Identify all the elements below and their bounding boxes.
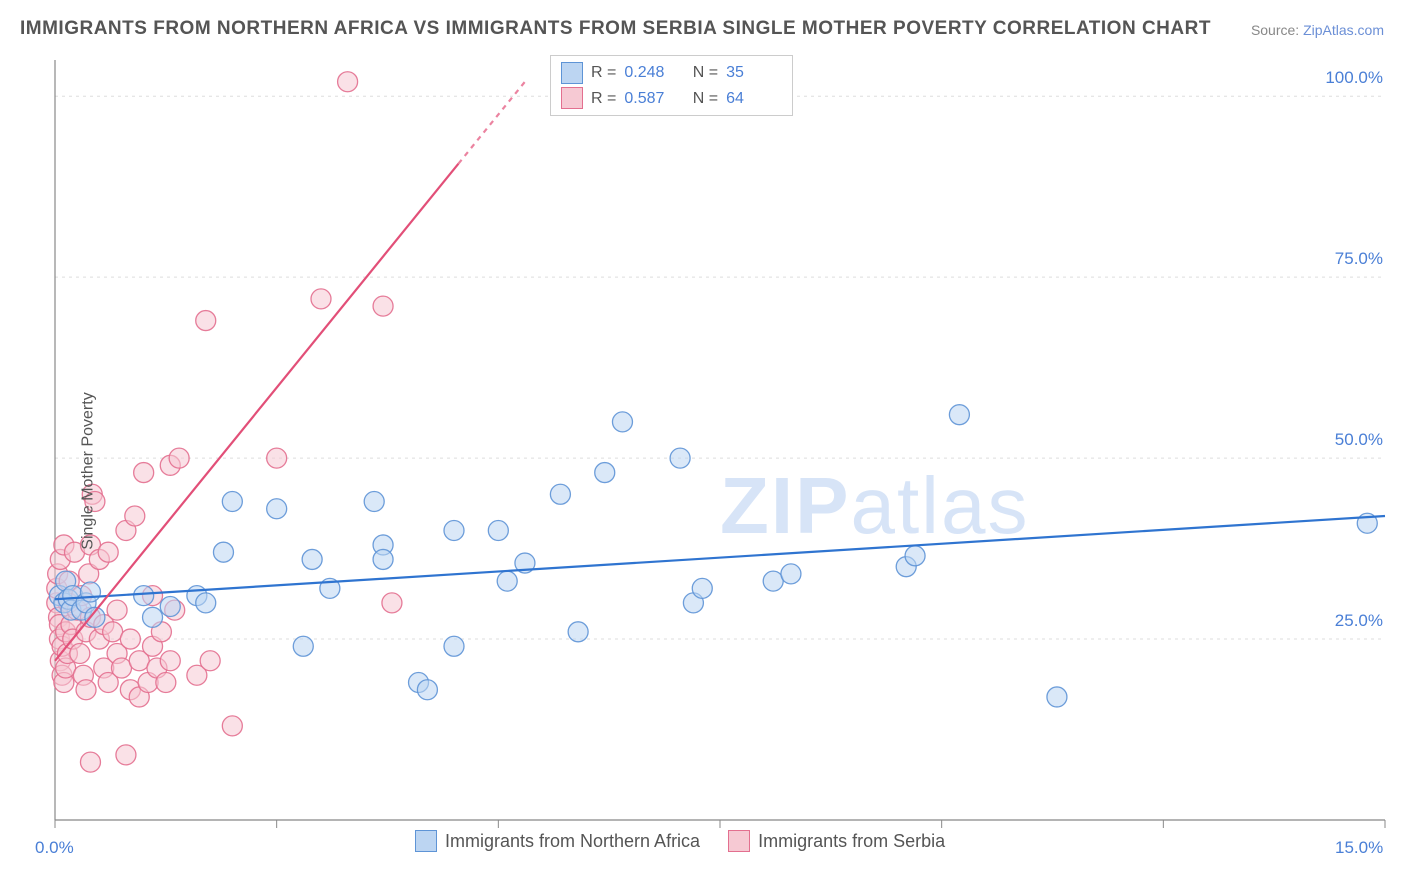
legend-swatch <box>561 87 583 109</box>
legend-n-label: N = <box>688 86 718 112</box>
legend-swatch <box>415 830 437 852</box>
legend-n-value: 64 <box>726 86 782 112</box>
legend-r-value: 0.248 <box>624 60 680 86</box>
legend-r-label: R = <box>591 60 616 86</box>
y-tick-label: 25.0% <box>1335 611 1383 631</box>
source-prefix: Source: <box>1251 22 1303 38</box>
legend-swatch <box>728 830 750 852</box>
series-legend: Immigrants from Northern Africa Immigrant… <box>415 830 945 852</box>
legend-swatch <box>561 62 583 84</box>
correlation-legend: R = 0.248 N = 35 R = 0.587 N = 64 <box>550 55 793 116</box>
source-attribution: Source: ZipAtlas.com <box>1251 22 1384 38</box>
legend-series-name: Immigrants from Northern Africa <box>445 831 700 852</box>
y-tick-label: 75.0% <box>1335 249 1383 269</box>
legend-n-value: 35 <box>726 60 782 86</box>
legend-r-label: R = <box>591 86 616 112</box>
legend-n-label: N = <box>688 60 718 86</box>
source-link[interactable]: ZipAtlas.com <box>1303 22 1384 38</box>
y-axis-label: Single Mother Poverty <box>80 392 98 549</box>
scatter-plot <box>0 50 1406 892</box>
legend-r-value: 0.587 <box>624 86 680 112</box>
x-tick-label: 15.0% <box>1335 838 1383 858</box>
y-tick-label: 100.0% <box>1325 68 1383 88</box>
chart-container: Single Mother Poverty ZIPatlas25.0%50.0%… <box>0 50 1406 892</box>
x-tick-label: 0.0% <box>35 838 74 858</box>
y-tick-label: 50.0% <box>1335 430 1383 450</box>
legend-series-name: Immigrants from Serbia <box>758 831 945 852</box>
chart-title: IMMIGRANTS FROM NORTHERN AFRICA VS IMMIG… <box>20 18 1211 40</box>
